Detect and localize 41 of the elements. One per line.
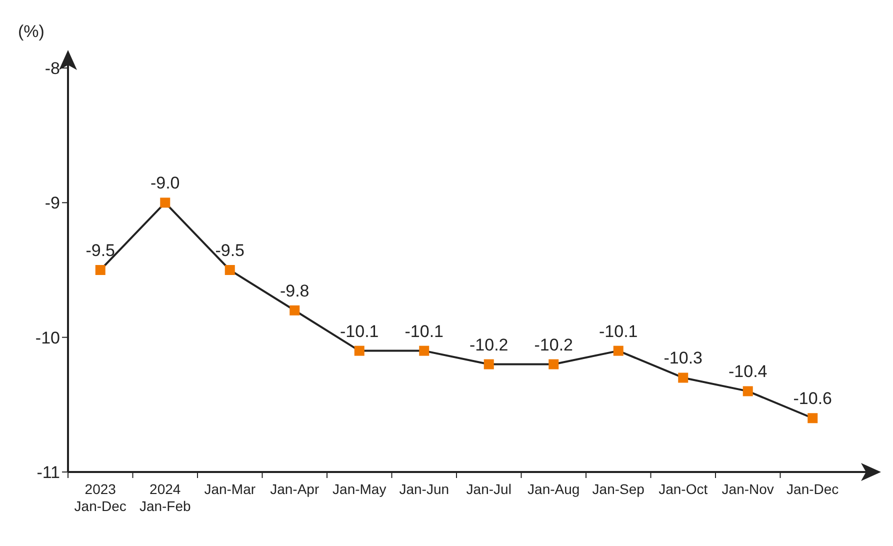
- x-tick-label: Jan-May: [332, 481, 386, 497]
- data-label: -10.1: [599, 322, 638, 341]
- y-tick-label: -11: [36, 463, 60, 482]
- y-axis-title: (%): [18, 22, 44, 42]
- data-label: -10.1: [404, 322, 444, 341]
- x-tick-label: Jan-Nov: [722, 481, 774, 497]
- x-tick-label: Jan-Mar: [204, 481, 256, 497]
- x-tick-label: 2023 Jan-Dec: [74, 481, 126, 514]
- y-tick-label: -8: [44, 59, 60, 78]
- data-label: -10.6: [793, 389, 832, 408]
- point: [678, 372, 688, 383]
- y-tick-label: -9: [44, 194, 60, 213]
- point: [808, 413, 818, 424]
- point: [160, 198, 170, 208]
- point: [224, 265, 235, 275]
- point: [354, 346, 364, 356]
- x-tick-label: Jan-Aug: [528, 481, 580, 497]
- x-tick-label: Jan-Jul: [466, 481, 512, 497]
- point: [484, 359, 494, 370]
- x-tick-label: Jan-Apr: [270, 481, 320, 497]
- data-label: -9.5: [86, 241, 116, 260]
- data-label: -9.5: [215, 241, 245, 260]
- point: [419, 346, 430, 356]
- data-label: -9.0: [150, 174, 180, 193]
- point: [95, 265, 106, 275]
- data-label: -10.4: [728, 362, 768, 382]
- data-label: -10.2: [470, 335, 508, 354]
- data-label: -10.2: [534, 335, 573, 354]
- point: [613, 346, 624, 356]
- point: [290, 305, 300, 316]
- data-label: -9.8: [280, 281, 310, 300]
- y-tick-label: -10: [35, 328, 60, 348]
- x-tick-label: 2024 Jan-Feb: [139, 481, 192, 514]
- data-label: -10.1: [340, 322, 379, 341]
- point: [548, 359, 559, 370]
- x-tick-label: Jan-Dec: [786, 481, 839, 497]
- x-tick-label: Jan-Jun: [399, 481, 450, 497]
- point: [742, 386, 753, 396]
- x-tick-label: Jan-Oct: [658, 481, 708, 497]
- x-tick-label: Jan-Sep: [592, 481, 645, 497]
- data-label: -10.3: [664, 348, 702, 368]
